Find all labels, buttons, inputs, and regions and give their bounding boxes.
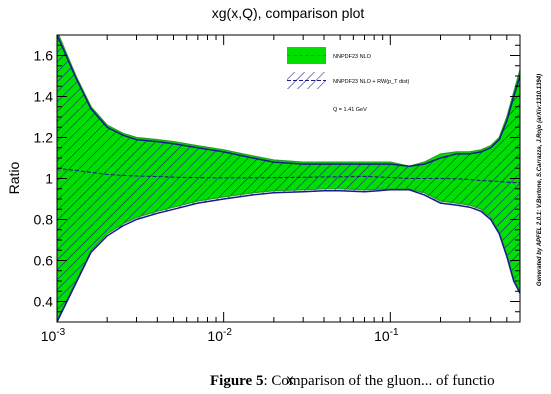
chart-title: xg(x,Q), comparison plot (212, 5, 365, 21)
legend-label-rw: NNPDF23 NLO + RW(p_T dist) (333, 79, 410, 85)
line-rw-upper (57, 35, 520, 167)
line-rw-lower (57, 189, 520, 322)
x-tick-label-exponent: -1 (390, 327, 399, 338)
y-tick-label: 0.6 (34, 253, 54, 269)
axes-layer: 0.40.60.811.21.41.610-3 10-2 10-1 (34, 34, 521, 344)
generator-note: Generated by APFEL 2.0.1: V.Bertone, S.C… (537, 74, 543, 286)
x-tick-label: 10-3 (41, 327, 66, 344)
legend-label-nnpdf: NNPDF23 NLO (333, 54, 372, 60)
line-nnpdf-lower (57, 188, 520, 321)
legend: NNPDF23 NLO NNPDF23 NLO + RW(p_T dist) Q… (287, 47, 410, 113)
y-axis-label: Ratio (6, 161, 22, 194)
x-axis-label: x (287, 371, 294, 387)
y-tick-label: 0.8 (34, 212, 54, 228)
line-nnpdf-upper (58, 35, 520, 167)
y-tick-label: 1.6 (34, 48, 54, 64)
band-layer (57, 35, 520, 322)
y-tick-label: 1.2 (34, 130, 54, 146)
x-tick-label-exponent: -2 (223, 327, 232, 338)
y-tick-label: 0.4 (34, 294, 54, 310)
x-tick-label-base: 10 (207, 328, 223, 344)
q-annotation: Q = 1.41 GeV (333, 107, 367, 113)
x-tick-label-exponent: -3 (56, 327, 65, 338)
x-tick-label: 10-2 (207, 327, 232, 344)
x-tick-label: 10-1 (374, 327, 399, 344)
line-rw-central (57, 167, 520, 184)
figure-caption-label: Figure 5 (210, 373, 264, 389)
x-tick-label-base: 10 (374, 328, 390, 344)
y-tick-label: 1.4 (34, 89, 54, 105)
figure-caption-text: : Comparison of the gluon... of functio (263, 373, 495, 389)
y-tick-label: 1 (45, 171, 53, 187)
x-tick-label-base: 10 (41, 328, 57, 344)
figure-caption: Figure 5: Comparison of the gluon... of … (210, 373, 551, 394)
band-rw (57, 35, 520, 322)
